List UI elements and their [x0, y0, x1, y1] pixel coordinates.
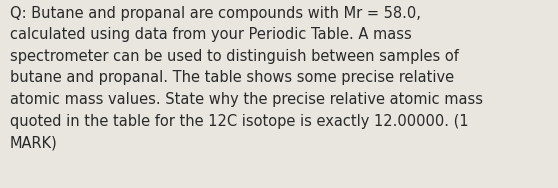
Text: Q: Butane and propanal are compounds with Mr = 58.0,
calculated using data from : Q: Butane and propanal are compounds wit…	[10, 6, 483, 150]
